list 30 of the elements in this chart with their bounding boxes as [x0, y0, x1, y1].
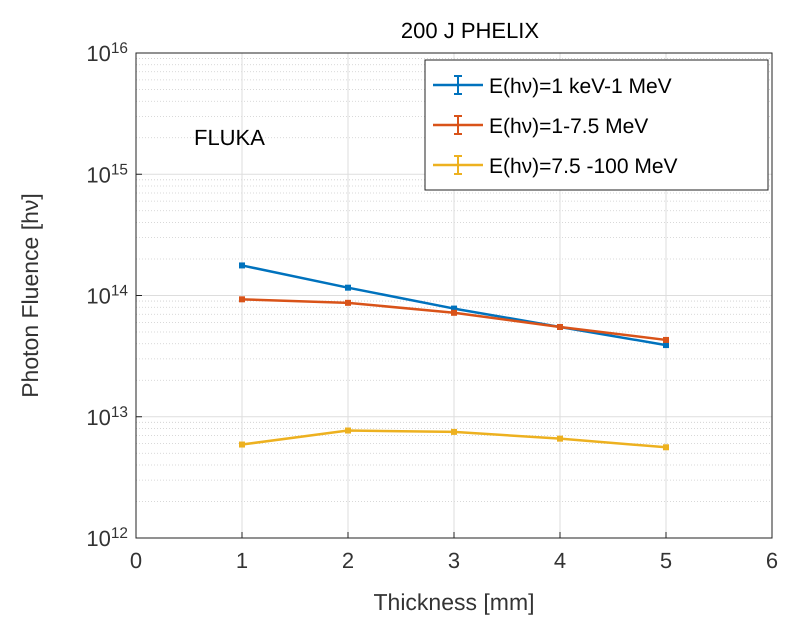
y-tick-label: 10$^{13}$ — [86, 403, 128, 430]
point — [239, 296, 245, 302]
y-tick-label: 10$^{12}$ — [86, 524, 128, 551]
legend-label: E(hν)=1-7.5 MeV — [489, 115, 648, 138]
point — [345, 428, 351, 434]
x-tick-label: 0 — [130, 548, 142, 573]
annotation: FLUKA — [194, 125, 266, 150]
y-axis-title: Photon Fluence [hν] — [17, 193, 43, 398]
point — [239, 442, 245, 448]
point — [663, 444, 669, 450]
y-tick-label: 10$^{16}$ — [86, 40, 128, 66]
point — [557, 436, 563, 442]
point — [345, 284, 351, 291]
x-tick-label: 1 — [236, 548, 248, 573]
point — [451, 428, 457, 435]
x-axis-title: Thickness [mm] — [373, 589, 535, 615]
legend-label: E(hν)=7.5 -100 MeV — [489, 155, 678, 178]
x-tick-label: 6 — [766, 548, 778, 573]
point — [451, 310, 457, 316]
y-tick-label: 10$^{14}$ — [86, 282, 128, 308]
point — [345, 300, 351, 306]
legend-label: E(hν)=1 keV-1 MeV — [489, 75, 672, 98]
point — [239, 262, 245, 268]
x-tick-label: 5 — [660, 548, 672, 573]
x-tick-label: 4 — [554, 548, 566, 573]
point — [663, 336, 669, 343]
x-tick-label: 2 — [342, 548, 354, 573]
y-tick-label: 10$^{15}$ — [86, 160, 128, 188]
x-tick-label: 3 — [448, 548, 460, 573]
chart-title: 200 J PHELIX — [400, 18, 540, 43]
